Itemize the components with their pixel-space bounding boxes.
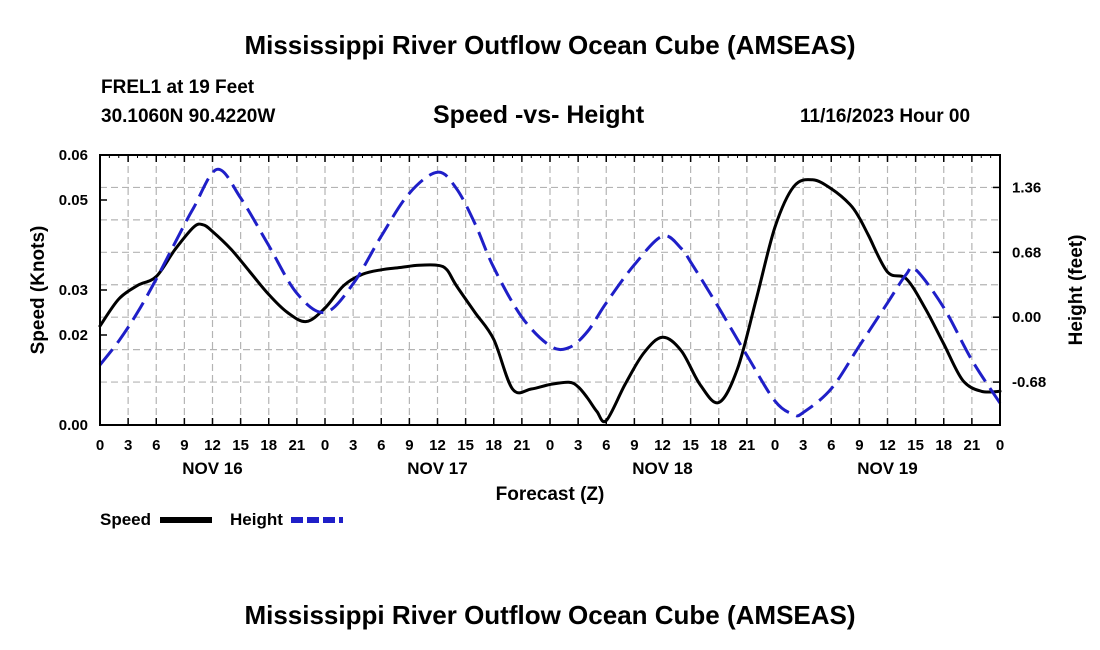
y2-tick-label: -0.68 [1012, 374, 1046, 391]
chart-main-title: Mississippi River Outflow Ocean Cube (AM… [244, 30, 856, 60]
day-label: NOV 19 [857, 459, 917, 478]
x-tick-label: 6 [152, 437, 160, 454]
day-label: NOV 18 [632, 459, 692, 478]
x-tick-label: 0 [96, 437, 104, 454]
speed-series-line [98, 178, 1002, 424]
series-lines [98, 167, 1002, 424]
legend-height-label: Height [230, 510, 283, 529]
y2-tick-label: 0.68 [1012, 244, 1041, 261]
x-tick-label: 3 [349, 437, 357, 454]
legend-speed-label: Speed [100, 510, 151, 529]
x-tick-label: 9 [855, 437, 863, 454]
x-tick-label: 9 [405, 437, 413, 454]
y2-axis-label: Height (feet) [1066, 235, 1087, 346]
grid [100, 155, 1000, 425]
legend: Speed Height [100, 510, 343, 529]
x-tick-label: 15 [907, 437, 924, 454]
bottom-title: Mississippi River Outflow Ocean Cube (AM… [244, 600, 856, 630]
x-axis-label: Forecast (Z) [496, 484, 605, 505]
x-tick-label: 12 [879, 437, 896, 454]
x-tick-label: 12 [429, 437, 446, 454]
y-axis-label: Speed (Knots) [28, 226, 49, 355]
x-tick-label: 6 [602, 437, 610, 454]
x-tick-label: 21 [964, 437, 981, 454]
x-tick-label: 12 [204, 437, 221, 454]
chart-subtitle: Speed -vs- Height [433, 101, 645, 129]
x-tick-label: 6 [377, 437, 385, 454]
x-tick-label: 3 [799, 437, 807, 454]
x-tick-label: 21 [514, 437, 531, 454]
forecast-datetime: 11/16/2023 Hour 00 [800, 106, 971, 127]
y-tick-label: 0.02 [59, 327, 88, 344]
y2-tick-label: 1.36 [1012, 179, 1041, 196]
x-tick-label: 0 [996, 437, 1004, 454]
x-tick-label: 18 [710, 437, 727, 454]
y-tick-label: 0.03 [59, 282, 88, 299]
x-tick-label: 18 [260, 437, 277, 454]
height-series-line [98, 167, 1002, 418]
x-tick-label: 15 [682, 437, 699, 454]
day-label: NOV 17 [407, 459, 467, 478]
x-tick-label: 0 [546, 437, 554, 454]
station-label: FREL1 at 19 Feet [101, 77, 255, 98]
x-tick-label: 18 [485, 437, 502, 454]
x-tick-label: 15 [232, 437, 249, 454]
y-tick-label: 0.05 [59, 192, 88, 209]
x-tick-label: 12 [654, 437, 671, 454]
x-tick-label: 0 [771, 437, 779, 454]
x-tick-label: 9 [180, 437, 188, 454]
y2-tick-label: 0.00 [1012, 309, 1041, 326]
x-tick-label: 15 [457, 437, 474, 454]
x-tick-label: 0 [321, 437, 329, 454]
x-tick-label: 18 [935, 437, 952, 454]
x-tick-label: 6 [827, 437, 835, 454]
x-tick-label: 3 [124, 437, 132, 454]
axis-ticks: 0 3 6 9 12 15 18 21 0 3 6 9 12 15 18 21 0 3 6 9 12 15 18 21 0 3 6 9… [59, 147, 1046, 478]
x-tick-label: 21 [739, 437, 756, 454]
station-coordinates: 30.1060N 90.4220W [101, 106, 276, 127]
y-tick-label: 0.00 [59, 417, 88, 434]
x-tick-label: 21 [289, 437, 306, 454]
day-label: NOV 16 [182, 459, 242, 478]
x-tick-label: 9 [630, 437, 638, 454]
y-tick-label: 0.06 [59, 147, 88, 164]
x-tick-label: 3 [574, 437, 582, 454]
